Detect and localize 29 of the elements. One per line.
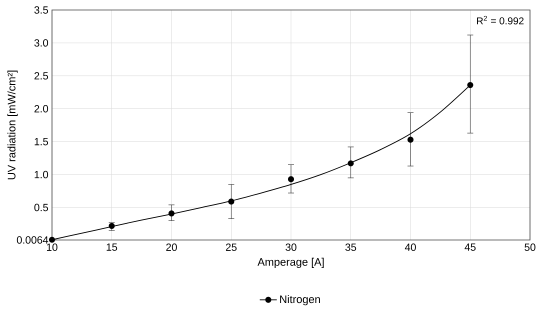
x-tick-label: 35 [345,244,356,251]
y-tick-label: 2.5 [34,72,48,80]
point [228,198,234,205]
legend-label: Nitrogen [280,295,320,306]
y-tick-label: 1.5 [34,138,48,146]
x-axis-title: Amperage [A] [258,258,324,268]
x-tick-label: 30 [286,244,296,251]
x-tick-label: 10 [46,244,58,251]
y-tick-label: 0.5 [34,204,48,212]
x-tick-label: 20 [166,244,177,251]
x-tick-label: 40 [404,244,416,251]
y-tick-label: 3.5 [34,6,48,14]
point [48,236,56,243]
y-tick-label: 2.0 [34,105,48,112]
y-tick-label: 1.0 [34,170,48,178]
point [168,210,175,216]
x-tick-label: 45 [464,244,476,251]
point [108,222,115,229]
point [407,136,414,143]
point [348,160,354,166]
annotation: R$^{2}$ = 0.992 [477,16,524,24]
y-axis-title: UV radiation [mW/cm²] [7,70,18,180]
point [467,82,474,88]
x-tick-label: 15 [106,244,118,251]
x-tick-label: 50 [524,244,536,251]
point [288,176,294,182]
y-tick-label: 3.0 [34,39,48,47]
y-tick-label: 0.0064 [16,236,48,244]
x-tick-label: 25 [226,244,237,251]
